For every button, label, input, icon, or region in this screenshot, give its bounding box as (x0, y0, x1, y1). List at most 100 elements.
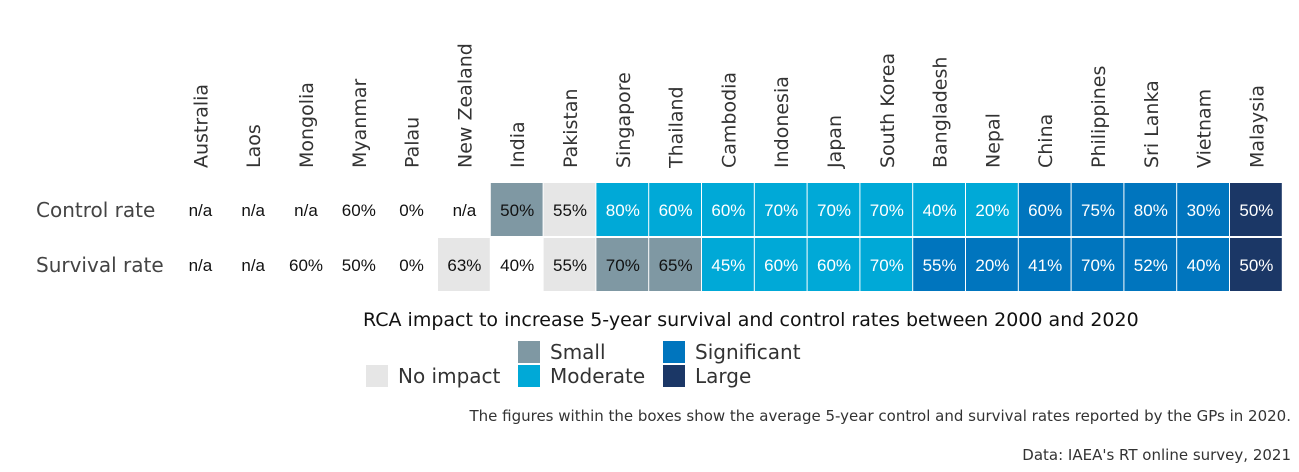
cell-value-survival-rate-south-korea: 70% (870, 256, 904, 275)
legend-item-large: Large (663, 364, 751, 388)
column-header-malaysia: Malaysia (1246, 85, 1268, 168)
cell-survival-rate-japan (807, 238, 860, 291)
cell-survival-rate-bangladesh (913, 238, 965, 291)
column-header-philippines: Philippines (1088, 66, 1110, 168)
legend-item-significant: Significant (663, 340, 801, 364)
cell-control-rate-malaysia (1230, 183, 1282, 236)
cell-control-rate-south-korea (860, 183, 913, 236)
legend-swatch-moderate (518, 365, 540, 387)
column-header-cambodia: Cambodia (718, 72, 740, 168)
column-header-new-zealand: New Zealand (454, 43, 476, 168)
cell-value-control-rate-new-zealand: n/a (453, 201, 477, 220)
cell-value-control-rate-laos: n/a (241, 201, 265, 220)
column-header-bangladesh: Bangladesh (930, 57, 952, 168)
cell-value-survival-rate-malaysia: 50% (1239, 256, 1273, 275)
column-header-indonesia: Indonesia (771, 76, 793, 168)
column-header-vietnam: Vietnam (1194, 89, 1216, 168)
cell-value-control-rate-mongolia: n/a (294, 201, 318, 220)
cell-survival-rate-new-zealand (438, 238, 490, 291)
cell-control-rate-indonesia (754, 183, 807, 236)
cell-value-survival-rate-thailand: 65% (659, 256, 693, 275)
cell-survival-rate-malaysia (1230, 238, 1282, 291)
legend-swatch-small (518, 341, 540, 363)
column-header-japan: Japan (824, 115, 846, 169)
cell-value-control-rate-malaysia: 50% (1239, 201, 1273, 220)
cell-control-rate-china (1018, 183, 1071, 236)
cell-value-control-rate-bangladesh: 40% (923, 201, 957, 220)
cell-value-control-rate-sri-lanka: 80% (1134, 201, 1168, 220)
cell-value-control-rate-australia: n/a (189, 201, 213, 220)
cell-value-control-rate-thailand: 60% (659, 201, 693, 220)
cell-value-control-rate-nepal: 20% (975, 201, 1009, 220)
cell-value-survival-rate-palau: 0% (399, 256, 424, 275)
cell-survival-rate-sri-lanka (1124, 238, 1177, 291)
cell-control-rate-bangladesh (913, 183, 965, 236)
cell-value-control-rate-pakistan: 55% (553, 201, 587, 220)
cell-value-survival-rate-philippines: 70% (1081, 256, 1115, 275)
cell-value-survival-rate-bangladesh: 55% (923, 256, 957, 275)
cell-value-control-rate-myanmar: 60% (342, 201, 376, 220)
cell-value-survival-rate-japan: 60% (817, 256, 851, 275)
row-label-survival-rate: Survival rate (36, 253, 164, 277)
cell-value-control-rate-philippines: 75% (1081, 201, 1115, 220)
cell-value-control-rate-palau: 0% (399, 201, 424, 220)
column-header-australia: Australia (190, 84, 212, 168)
cell-value-survival-rate-vietnam: 40% (1187, 256, 1221, 275)
cell-value-survival-rate-singapore: 70% (606, 256, 640, 275)
cell-survival-rate-vietnam (1177, 238, 1229, 291)
legend-label-large: Large (695, 364, 752, 388)
figures-note: The figures within the boxes show the av… (469, 407, 1291, 425)
legend-title: RCA impact to increase 5-year survival a… (363, 309, 1139, 331)
legend-swatch-no-impact (366, 365, 388, 387)
cell-control-rate-vietnam (1177, 183, 1229, 236)
column-header-nepal: Nepal (982, 113, 1004, 168)
cell-value-survival-rate-china: 41% (1028, 256, 1062, 275)
cell-value-survival-rate-myanmar: 50% (342, 256, 376, 275)
column-header-sri-lanka: Sri Lanka (1141, 80, 1163, 168)
legend-label-no-impact: No impact (398, 364, 501, 388)
cell-value-control-rate-indonesia: 70% (764, 201, 798, 220)
legend-item-small: Small (518, 340, 606, 364)
heatmap-chart: Australia Laos Mongolia Myanmar Palau New Zea… (36, 43, 1282, 291)
cell-survival-rate-thailand (649, 238, 701, 291)
cell-value-survival-rate-new-zealand: 63% (447, 256, 481, 275)
cell-control-rate-philippines (1071, 183, 1124, 236)
cell-value-survival-rate-indonesia: 60% (764, 256, 798, 275)
cell-control-rate-nepal (966, 183, 1018, 236)
cell-control-rate-singapore (596, 183, 649, 236)
column-header-singapore: Singapore (613, 72, 635, 168)
cell-survival-rate-pakistan (543, 238, 596, 291)
cell-value-survival-rate-cambodia: 45% (711, 256, 745, 275)
legend-item-moderate: Moderate (518, 364, 645, 388)
cell-value-survival-rate-laos: n/a (241, 256, 265, 275)
cell-control-rate-pakistan (543, 183, 596, 236)
data-source: Data: IAEA's RT online survey, 2021 (1022, 446, 1291, 464)
cell-control-rate-thailand (649, 183, 701, 236)
column-header-mongolia: Mongolia (296, 82, 318, 168)
column-header-thailand: Thailand (666, 86, 688, 169)
cell-control-rate-sri-lanka (1124, 183, 1177, 236)
legend-item-no-impact: No impact (366, 364, 500, 388)
column-header-pakistan: Pakistan (560, 88, 582, 168)
cell-value-survival-rate-mongolia: 60% (289, 256, 323, 275)
cell-survival-rate-indonesia (754, 238, 807, 291)
cell-value-control-rate-singapore: 80% (606, 201, 640, 220)
cell-value-survival-rate-pakistan: 55% (553, 256, 587, 275)
cell-value-survival-rate-india: 40% (500, 256, 534, 275)
cell-value-survival-rate-nepal: 20% (975, 256, 1009, 275)
column-header-laos: Laos (243, 124, 265, 168)
cell-control-rate-japan (807, 183, 860, 236)
row-label-control-rate: Control rate (36, 198, 155, 222)
column-header-south-korea: South Korea (877, 53, 899, 168)
cell-value-control-rate-cambodia: 60% (711, 201, 745, 220)
cell-control-rate-india (490, 183, 543, 236)
cell-value-control-rate-india: 50% (500, 201, 534, 220)
cell-survival-rate-philippines (1071, 238, 1124, 291)
column-header-myanmar: Myanmar (349, 79, 371, 168)
cell-value-survival-rate-australia: n/a (189, 256, 213, 275)
column-header-india: India (507, 121, 529, 168)
cell-value-survival-rate-sri-lanka: 52% (1134, 256, 1168, 275)
cell-survival-rate-nepal (966, 238, 1018, 291)
legend-label-significant: Significant (695, 340, 801, 364)
legend-swatch-large (663, 365, 685, 387)
